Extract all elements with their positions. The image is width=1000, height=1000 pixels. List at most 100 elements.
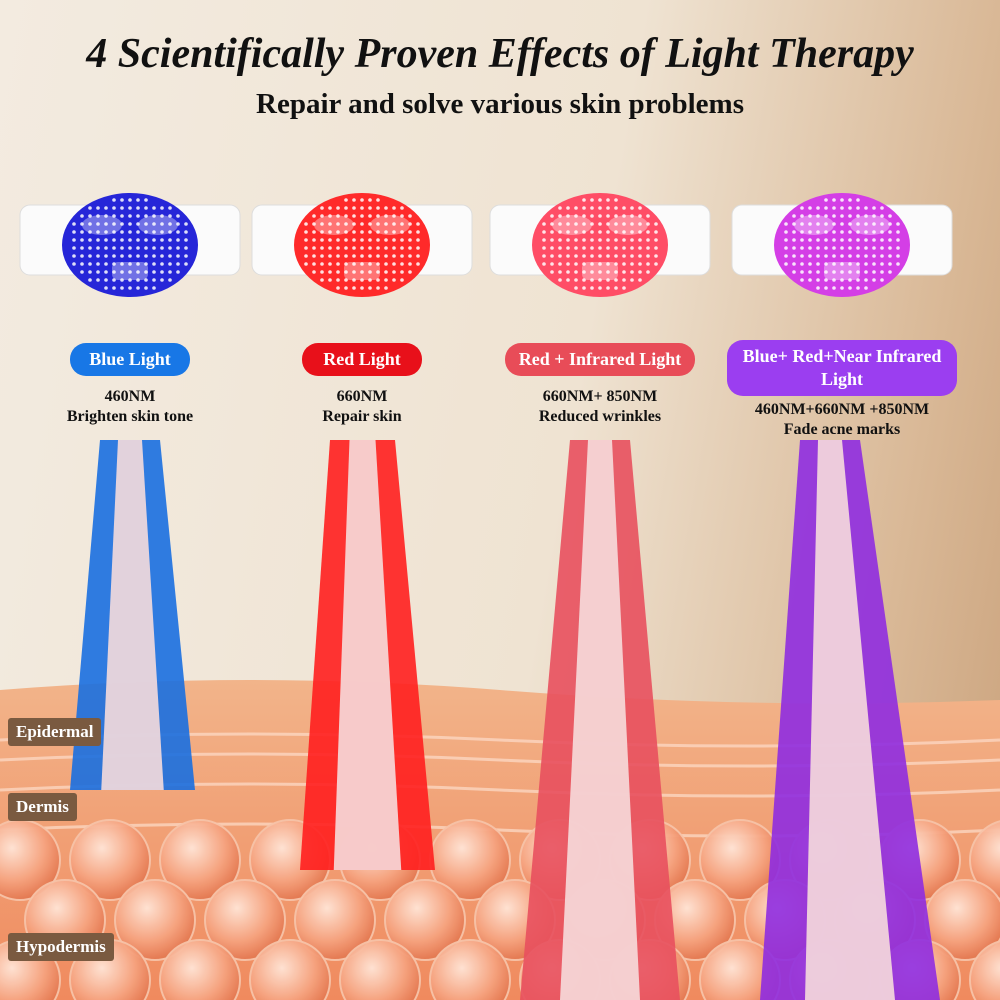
led (88, 222, 92, 226)
led (384, 270, 388, 274)
led (542, 246, 546, 250)
light-beams (70, 440, 940, 1000)
led (104, 238, 108, 242)
led (80, 222, 84, 226)
led (312, 254, 316, 258)
led (832, 286, 836, 290)
led (312, 246, 316, 250)
led (848, 222, 852, 226)
led (416, 262, 420, 266)
led (96, 278, 100, 282)
led (856, 198, 860, 202)
led (312, 238, 316, 242)
led (622, 230, 626, 234)
led (120, 214, 124, 218)
led (160, 278, 164, 282)
led (646, 254, 650, 258)
led (638, 246, 642, 250)
light-label: Blue+ Red+Near Infrared Light (727, 340, 957, 396)
led (360, 254, 364, 258)
led (824, 254, 828, 258)
led (840, 214, 844, 218)
led (416, 246, 420, 250)
led (816, 246, 820, 250)
led (384, 238, 388, 242)
led (152, 270, 156, 274)
led (384, 214, 388, 218)
led (320, 278, 324, 282)
mask-eye (314, 215, 354, 235)
beam-core (560, 440, 640, 1000)
led (606, 262, 610, 266)
effect: Reduced wrinkles (538, 408, 662, 425)
led (112, 238, 116, 242)
led (408, 262, 412, 266)
led (136, 206, 140, 210)
led (368, 214, 372, 218)
led (168, 246, 172, 250)
led (864, 214, 868, 218)
led (320, 230, 324, 234)
led (622, 286, 626, 290)
led (558, 206, 562, 210)
led (824, 246, 828, 250)
led (368, 222, 372, 226)
led (120, 246, 124, 250)
led (136, 286, 140, 290)
led (128, 198, 132, 202)
led (152, 246, 156, 250)
led (800, 214, 804, 218)
led (400, 254, 404, 258)
led (654, 222, 658, 226)
led (136, 254, 140, 258)
led (408, 214, 412, 218)
led (184, 238, 188, 242)
led (152, 262, 156, 266)
led (328, 230, 332, 234)
led (622, 222, 626, 226)
led (614, 246, 618, 250)
led (304, 222, 308, 226)
led (80, 214, 84, 218)
led (352, 230, 356, 234)
led (320, 238, 324, 242)
led (360, 278, 364, 282)
led (792, 222, 796, 226)
led (120, 254, 124, 258)
led (816, 222, 820, 226)
led (574, 230, 578, 234)
led (630, 278, 634, 282)
led (80, 254, 84, 258)
led (880, 222, 884, 226)
led (144, 198, 148, 202)
led (392, 214, 396, 218)
led (840, 262, 844, 266)
led (120, 262, 124, 266)
led (136, 222, 140, 226)
led (120, 230, 124, 234)
led (848, 238, 852, 242)
effect: Brighten skin tone (66, 408, 194, 425)
led (622, 206, 626, 210)
led (864, 286, 868, 290)
led (808, 230, 812, 234)
led (646, 262, 650, 266)
fat-cell (159, 819, 241, 901)
led (566, 238, 570, 242)
led (622, 262, 626, 266)
led (582, 206, 586, 210)
led (368, 270, 372, 274)
led (144, 206, 148, 210)
led (336, 262, 340, 266)
led (816, 206, 820, 210)
led (88, 238, 92, 242)
led (630, 262, 634, 266)
led (344, 214, 348, 218)
led (800, 222, 804, 226)
led (614, 278, 618, 282)
led (112, 222, 116, 226)
fat-cell (429, 939, 511, 1000)
led (872, 206, 876, 210)
led (376, 238, 380, 242)
led (128, 222, 132, 226)
